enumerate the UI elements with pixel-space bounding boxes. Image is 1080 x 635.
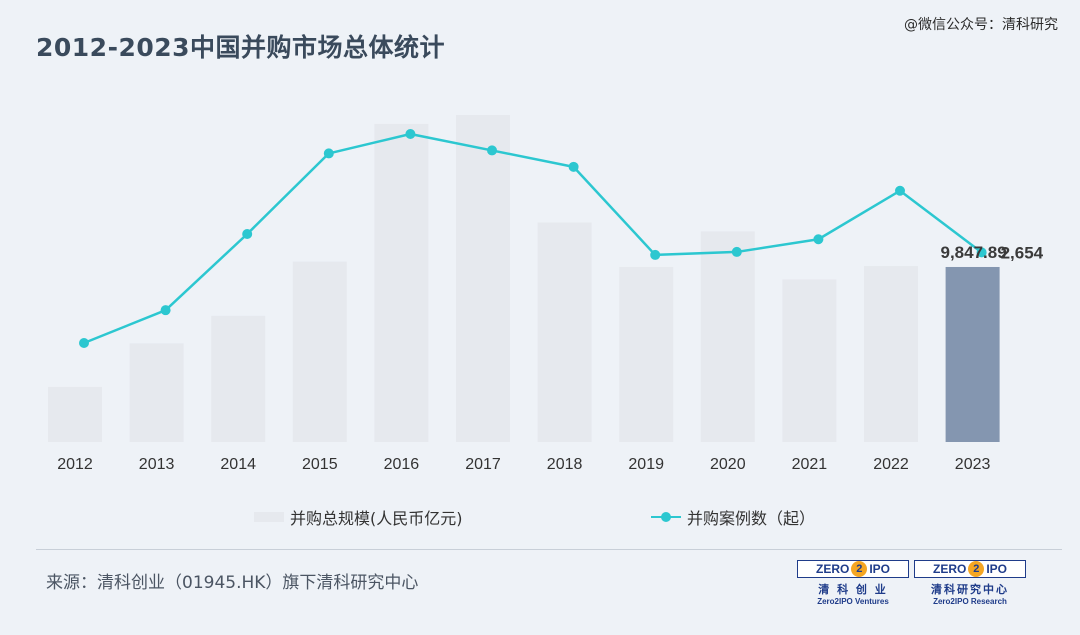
bar-2012 (48, 386, 102, 442)
legend-line-label: 并购案例数（起） (687, 509, 816, 528)
line-point-2018 (568, 161, 579, 172)
line-point-2013 (160, 305, 171, 316)
logo-en: Zero2IPO Research (933, 597, 1007, 606)
bar-value-label: 9,847.89 (941, 243, 1007, 262)
line-point-2023 (976, 247, 987, 258)
line-point-2014 (242, 229, 253, 240)
logo-box: ZERO 2 IPO (797, 560, 909, 578)
logo-cn: 清科研究中心 (931, 583, 1009, 596)
logo-cn: 清 科 创 业 (818, 583, 888, 596)
x-tick-label: 2013 (139, 456, 175, 473)
x-tick-label: 2021 (792, 456, 828, 473)
line-value-label: 2,654 (1001, 243, 1044, 262)
bar-2017 (456, 115, 510, 442)
x-tick-label: 2022 (873, 456, 909, 473)
x-tick-label: 2020 (710, 456, 746, 473)
logo-zero2ipo-ventures: ZERO 2 IPO 清 科 创 业 Zero2IPO Ventures (797, 560, 909, 606)
divider (36, 549, 1062, 550)
logo-zero2ipo-research: ZERO 2 IPO 清科研究中心 Zero2IPO Research (914, 560, 1026, 606)
line-point-2016 (405, 129, 416, 139)
line-point-2019 (650, 249, 661, 260)
line-point-2022 (895, 185, 905, 196)
bar-2019 (619, 266, 674, 442)
line-point-2021 (813, 234, 824, 245)
x-tick-label: 2014 (220, 456, 256, 473)
line-point-2017 (487, 145, 497, 156)
chart: 2012 2013 2014 2015 2016 2017 2018 2019 2020 2021… (48, 115, 1044, 473)
bar-2015 (292, 261, 347, 442)
bar-2020 (700, 231, 755, 442)
legend-bar-label: 并购总规模(人民币亿元) (290, 509, 463, 528)
logo-box: ZERO 2 IPO (914, 560, 1026, 578)
bar-2022 (864, 266, 918, 442)
line-point-2015 (323, 148, 334, 159)
x-tick-label: 2017 (465, 456, 501, 473)
legend-line-swatch (651, 511, 681, 523)
bar-2013 (129, 343, 184, 442)
legend-bar: 并购总规模(人民币亿元) (254, 505, 463, 529)
bar-2014 (211, 315, 266, 442)
x-tick-label: 2012 (57, 456, 93, 473)
logo-en: Zero2IPO Ventures (817, 597, 889, 606)
x-tick-label: 2016 (384, 456, 420, 473)
watermark: @微信公众号：清科研究 (904, 17, 1058, 33)
x-tick-label: 2023 (955, 456, 991, 473)
bar-2018 (537, 222, 592, 442)
bar-2021 (782, 279, 837, 442)
bar-2016 (374, 123, 429, 443)
bar-2023 (945, 266, 1000, 442)
x-tick-label: 2018 (547, 456, 583, 473)
legend-line: 并购案例数（起） (651, 505, 815, 529)
chart-title: 2012-2023中国并购市场总体统计 (36, 33, 446, 62)
legend-bar-swatch (254, 512, 284, 522)
line-series (83, 132, 983, 345)
line-point-2020 (731, 246, 742, 257)
line-point-2012 (79, 338, 89, 348)
source-note: 来源：清科创业（01945.HK）旗下清科研究中心 (46, 573, 419, 593)
x-tick-label: 2019 (628, 456, 664, 473)
x-tick-label: 2015 (302, 456, 338, 473)
